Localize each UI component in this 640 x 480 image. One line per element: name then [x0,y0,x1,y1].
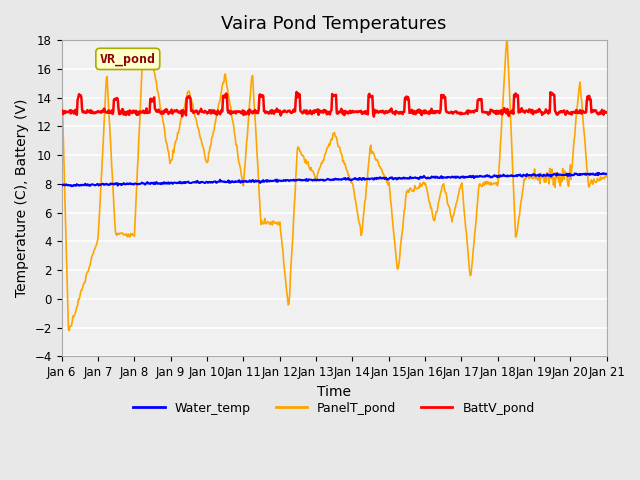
Y-axis label: Temperature (C), Battery (V): Temperature (C), Battery (V) [15,99,29,298]
Legend: Water_temp, PanelT_pond, BattV_pond: Water_temp, PanelT_pond, BattV_pond [129,396,540,420]
Text: VR_pond: VR_pond [100,52,156,66]
X-axis label: Time: Time [317,384,351,398]
Title: Vaira Pond Temperatures: Vaira Pond Temperatures [221,15,447,33]
